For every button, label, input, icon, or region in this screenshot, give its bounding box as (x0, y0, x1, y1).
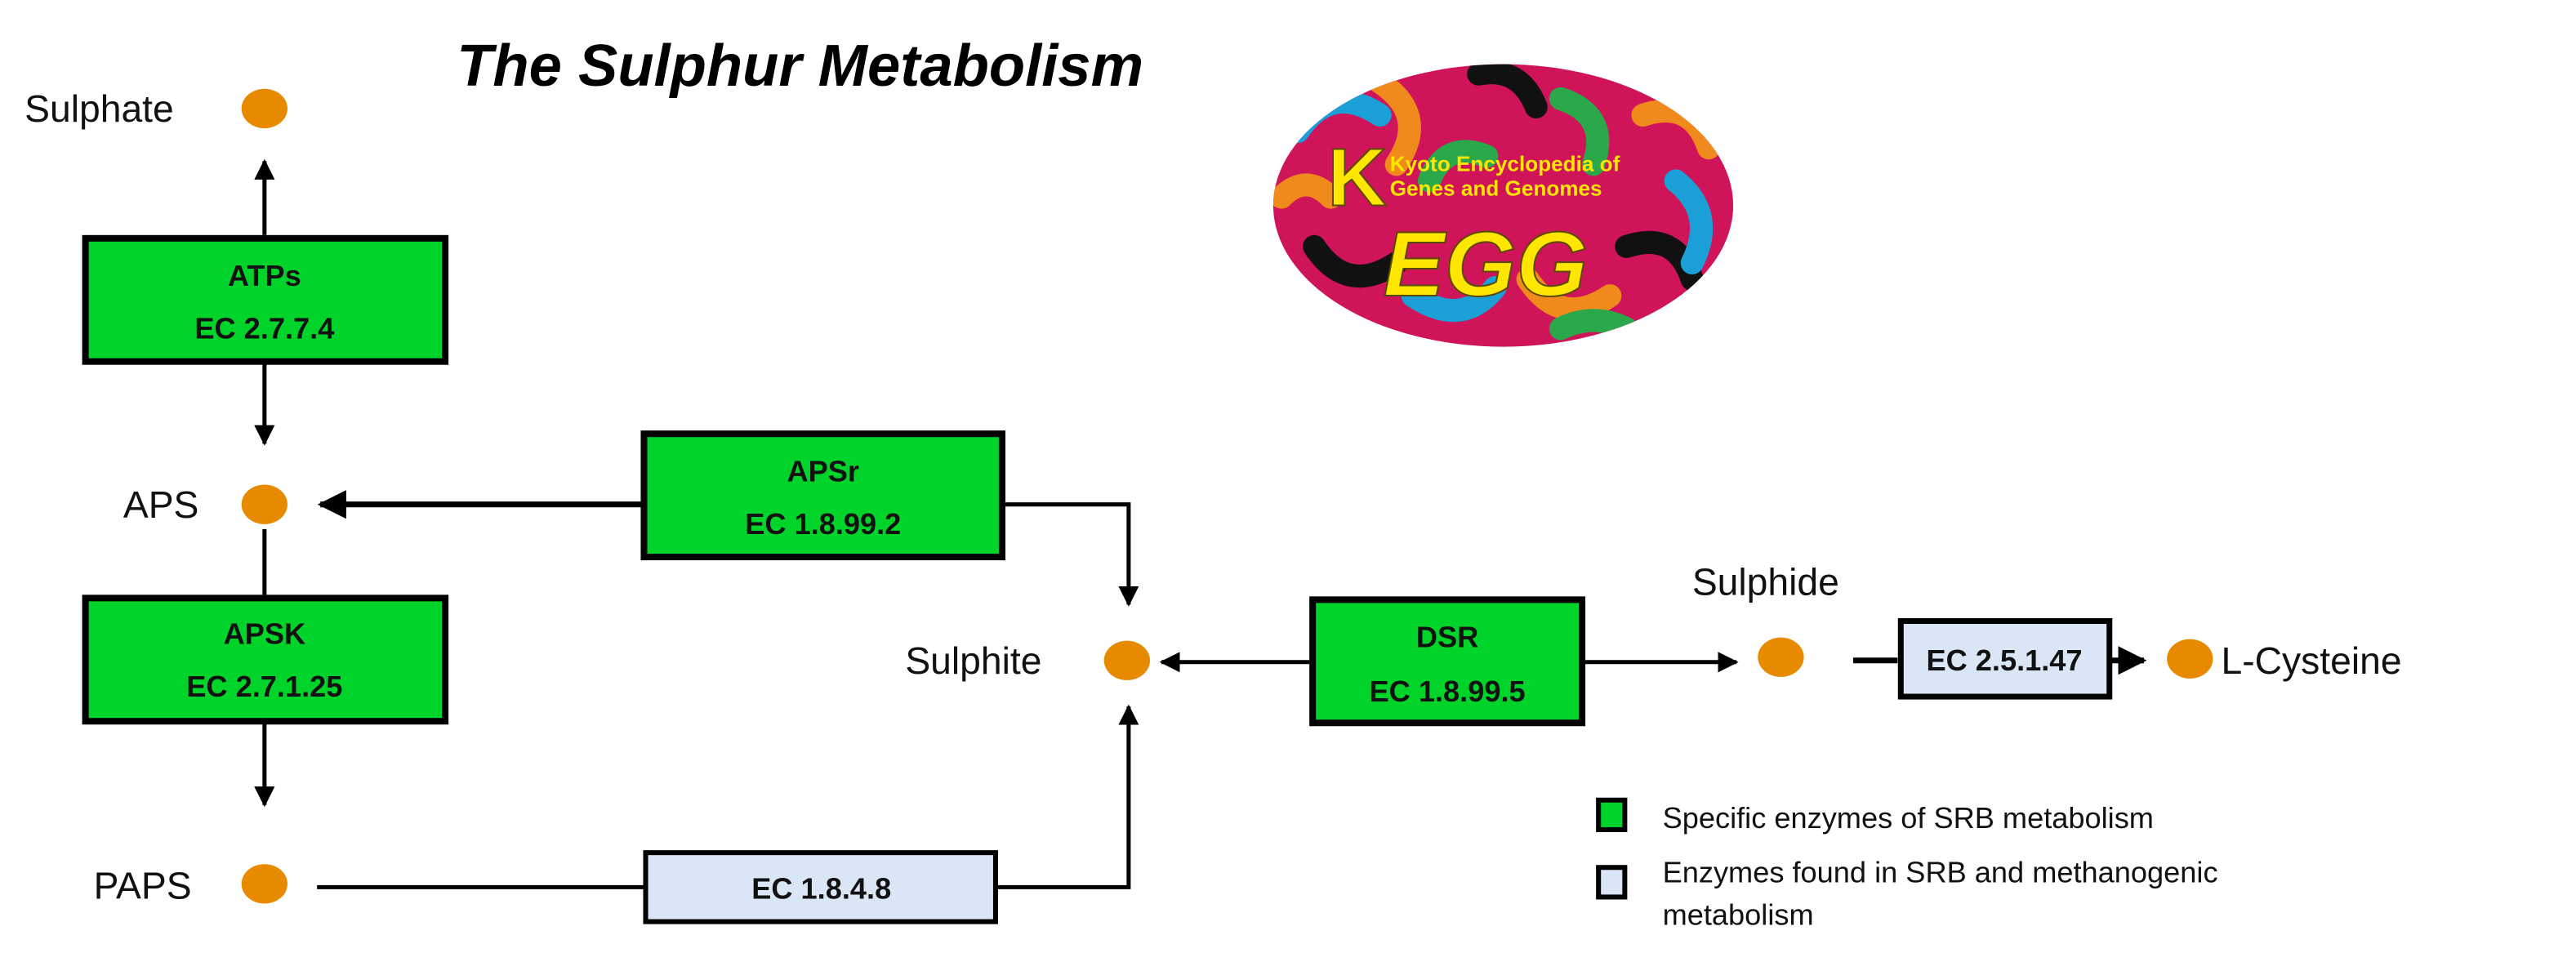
enzyme-name: DSR (1416, 621, 1478, 654)
metabolite-dot-cysteine (2167, 639, 2213, 679)
legend-swatch-specific (1596, 797, 1628, 832)
kegg-logo: K EGG Kyoto Encyclopedia of Genes and Ge… (1272, 64, 1734, 347)
enzyme-ec: EC 2.5.1.47 (1926, 643, 2082, 677)
metabolite-dot-sulphite (1103, 640, 1151, 680)
diagram-title: The Sulphur Metabolism (457, 33, 1143, 99)
enzyme-box-apsr: APSr EC 1.8.99.2 (640, 430, 1006, 561)
legend: Specific enzymes of SRB metabolism Enzym… (1596, 797, 2218, 932)
kegg-logo-k: K (1327, 132, 1387, 224)
legend-label-shared-2: metabolism (1663, 898, 1814, 932)
legend-swatch-shared (1596, 865, 1628, 900)
label-paps: PAPS (94, 864, 192, 906)
metabolite-dot-paps (241, 864, 288, 904)
metabolite-dot-sulphate (241, 88, 288, 129)
label-aps: APS (123, 483, 199, 526)
enzyme-ec: EC 2.7.7.4 (194, 312, 334, 345)
enzyme-name: ATPs (228, 259, 301, 292)
enzyme-box-apsk: APSK EC 2.7.1.25 (82, 595, 449, 725)
enzyme-box-cysteine-synthase: EC 2.5.1.47 (1897, 617, 2113, 700)
enzyme-ec: EC 2.7.1.25 (186, 670, 342, 703)
label-sulphite: Sulphite (905, 639, 1041, 682)
enzyme-ec: EC 1.8.99.2 (745, 507, 901, 541)
label-sulphide: Sulphide (1692, 560, 1839, 603)
legend-label-shared-1: Enzymes found in SRB and methanogenic (1663, 855, 2218, 888)
metabolite-dot-aps (241, 484, 288, 524)
enzyme-box-dsr: DSR EC 1.8.99.5 (1309, 596, 1586, 727)
enzyme-box-atps: ATPs EC 2.7.7.4 (82, 234, 449, 365)
enzyme-box-paps-reductase: EC 1.8.4.8 (643, 850, 998, 924)
enzyme-name: APSK (224, 617, 306, 651)
label-sulphate: Sulphate (25, 87, 174, 130)
kegg-logo-subtitle-1: Kyoto Encyclopedia of (1390, 151, 1620, 176)
arrow-reductase-to-sulphite (996, 704, 1139, 889)
kegg-logo-egg: EGG (1384, 212, 1588, 315)
kegg-logo-subtitle-2: Genes and Genomes (1390, 176, 1602, 201)
enzyme-name: APSr (787, 455, 860, 488)
enzyme-ec: EC 1.8.99.5 (1370, 675, 1526, 708)
metabolite-dot-sulphide (1758, 637, 1804, 677)
legend-label-specific: Specific enzymes of SRB metabolism (1663, 801, 2154, 835)
arrow-apsr-to-sulphite (1005, 502, 1139, 607)
enzyme-ec: EC 1.8.4.8 (751, 871, 891, 905)
label-cysteine: L-Cysteine (2222, 639, 2402, 682)
